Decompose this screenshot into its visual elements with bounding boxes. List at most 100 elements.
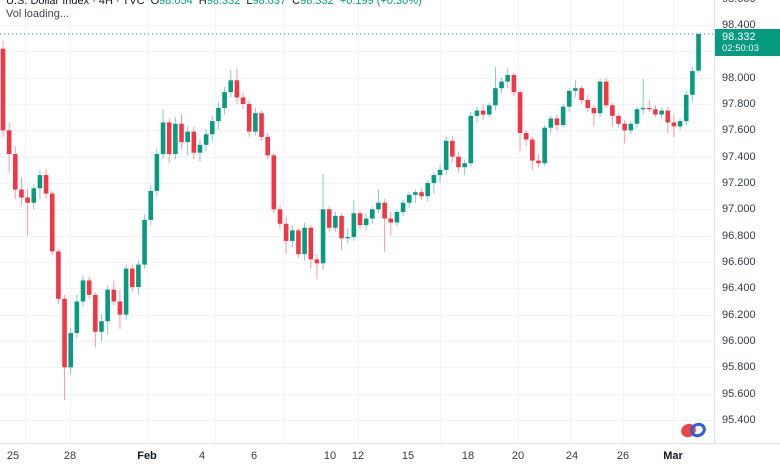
symbol-title[interactable]: U.S. Dollar Index · 4H · TVC — [6, 0, 145, 7]
candle-body-up[interactable] — [185, 131, 190, 143]
candle-body-down[interactable] — [671, 122, 677, 127]
candle-body-up[interactable] — [99, 321, 104, 332]
candle-body-up[interactable] — [209, 121, 215, 135]
candlestick-chart[interactable] — [0, 0, 714, 443]
candle-body-up[interactable] — [302, 227, 307, 255]
candle-body-up[interactable] — [203, 134, 209, 145]
candle-body-up[interactable] — [376, 202, 381, 210]
candle-body-down[interactable] — [610, 105, 615, 116]
candle-body-up[interactable] — [542, 127, 547, 164]
candle-body-up[interactable] — [216, 107, 221, 122]
candle-body-down[interactable] — [25, 197, 30, 203]
candle-body-down[interactable] — [357, 213, 363, 226]
candle-body-up[interactable] — [370, 209, 375, 219]
candle-body-up[interactable] — [320, 209, 326, 264]
candle-body-down[interactable] — [271, 155, 277, 210]
candle-body-up[interactable] — [486, 105, 492, 115]
candle-body-up[interactable] — [573, 88, 578, 91]
candle-body-up[interactable] — [363, 218, 369, 226]
chart-pane[interactable]: U.S. Dollar Index · 4H · TVC O98.054 H98.3… — [0, 0, 714, 443]
candle-body-up[interactable] — [425, 182, 431, 197]
candle-body-down[interactable] — [530, 139, 535, 161]
candle-body-down[interactable] — [480, 110, 486, 115]
candle-body-down[interactable] — [166, 122, 172, 155]
candle-body-down[interactable] — [382, 202, 387, 219]
candle-body-down[interactable] — [6, 130, 12, 155]
candle-body-down[interactable] — [554, 118, 560, 126]
candle-body-down[interactable] — [419, 192, 424, 197]
candle-body-up[interactable] — [154, 154, 160, 191]
candle-body-down[interactable] — [646, 107, 652, 110]
candle-body-down[interactable] — [450, 140, 455, 157]
candle-body-down[interactable] — [517, 92, 523, 133]
candle-body-up[interactable] — [640, 107, 646, 110]
candle-body-up[interactable] — [548, 118, 554, 128]
candle-body-down[interactable] — [653, 109, 658, 115]
candle-body-up[interactable] — [628, 123, 634, 131]
candle-body-up[interactable] — [351, 213, 357, 237]
candle-body-down[interactable] — [591, 107, 597, 114]
candle-body-down[interactable] — [456, 156, 461, 168]
candle-body-down[interactable] — [49, 193, 55, 252]
candle-body-up[interactable] — [253, 113, 258, 132]
price-axis[interactable]: 98.332 02:50:03 98.60098.40098.20098.000… — [714, 0, 780, 443]
candle-body-down[interactable] — [308, 227, 314, 260]
candle-body-up[interactable] — [677, 121, 683, 127]
candle-body-down[interactable] — [579, 88, 584, 101]
candle-body-down[interactable] — [0, 48, 6, 131]
candle-body-up[interactable] — [597, 81, 603, 114]
candle-body-up[interactable] — [634, 109, 640, 124]
candle-body-down[interactable] — [86, 280, 92, 295]
candle-body-up[interactable] — [493, 88, 498, 106]
candle-body-up[interactable] — [68, 333, 74, 368]
candle-body-down[interactable] — [43, 175, 49, 194]
time-axis[interactable]: 25 28 Feb 4 6 10 12 15 18 20 24 26 Mar — [0, 443, 780, 470]
candle-body-up[interactable] — [289, 230, 295, 241]
candle-body-up[interactable] — [222, 92, 227, 108]
candle-body-down[interactable] — [511, 75, 517, 93]
candle-body-up[interactable] — [74, 301, 80, 334]
candle-body-down[interactable] — [339, 215, 344, 239]
candle-body-up[interactable] — [400, 202, 406, 212]
candle-body-down[interactable] — [19, 189, 24, 198]
candle-body-up[interactable] — [566, 90, 572, 107]
candle-body-up[interactable] — [228, 80, 234, 93]
candle-body-up[interactable] — [462, 163, 467, 168]
candle-body-down[interactable] — [191, 131, 197, 153]
candle-body-up[interactable] — [437, 169, 443, 176]
candle-body-up[interactable] — [142, 219, 147, 265]
candle-body-down[interactable] — [536, 160, 541, 164]
candle-body-down[interactable] — [283, 223, 289, 241]
candle-body-up[interactable] — [80, 280, 86, 302]
candle-body-up[interactable] — [696, 33, 701, 71]
candle-body-up[interactable] — [197, 144, 203, 153]
candle-body-up[interactable] — [406, 194, 412, 203]
candle-body-down[interactable] — [117, 301, 123, 315]
candle-body-down[interactable] — [259, 113, 264, 137]
candle-body-up[interactable] — [123, 268, 129, 315]
candle-body-up[interactable] — [136, 264, 141, 287]
candle-body-down[interactable] — [622, 123, 627, 131]
candle-body-up[interactable] — [31, 188, 37, 203]
candle-body-down[interactable] — [179, 123, 184, 143]
candle-body-up[interactable] — [431, 175, 437, 183]
candle-body-up[interactable] — [499, 81, 504, 89]
candle-body-down[interactable] — [296, 230, 301, 255]
candle-body-up[interactable] — [659, 110, 664, 115]
candle-body-up[interactable] — [413, 192, 418, 195]
candle-body-down[interactable] — [240, 97, 246, 105]
candle-body-down[interactable] — [388, 218, 394, 223]
candle-body-up[interactable] — [505, 75, 511, 82]
candle-body-down[interactable] — [62, 298, 67, 368]
candle-body-down[interactable] — [314, 259, 320, 264]
candle-body-down[interactable] — [265, 136, 270, 156]
candle-body-up[interactable] — [173, 123, 178, 155]
candle-body-down[interactable] — [523, 132, 529, 140]
candle-body-up[interactable] — [683, 94, 689, 122]
candle-body-up[interactable] — [560, 106, 566, 126]
candle-body-down[interactable] — [129, 268, 135, 287]
candle-body-up[interactable] — [333, 215, 338, 228]
candle-body-up[interactable] — [148, 190, 154, 220]
candle-body-down[interactable] — [277, 209, 283, 224]
candle-body-up[interactable] — [394, 211, 400, 223]
